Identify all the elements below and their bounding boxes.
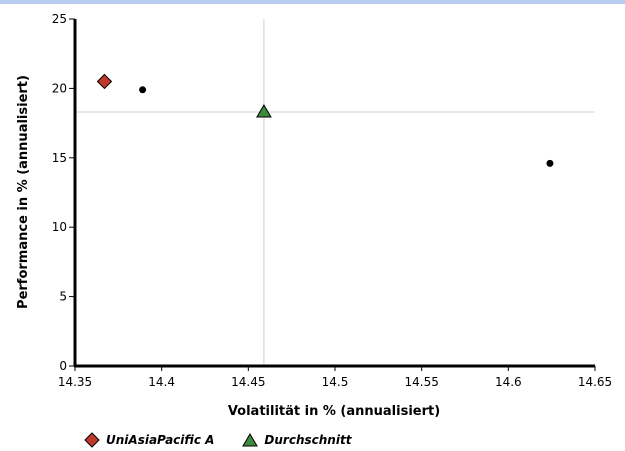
legend-item-fund: UniAsiaPacific A [84,432,214,448]
x-tick-label: 14.55 [404,375,438,389]
y-tick-label: 20 [52,81,67,95]
crosshair-lines [75,19,595,366]
data-points [96,73,554,167]
data-point-peer [139,86,147,94]
y-tick-label: 0 [59,359,67,373]
legend-label-fund: UniAsiaPacific A [106,433,215,447]
y-tick-label: 15 [52,151,67,165]
data-point-peer [546,159,554,167]
diamond-icon [84,432,100,448]
legend-item-average: Durchschnitt [242,432,351,448]
x-tick-label: 14.45 [231,375,265,389]
triangle-icon [242,433,259,447]
scatter-chart: 0 5 10 15 20 25 14.35 14.4 14.45 14.5 14.55 14.6 14.… [16,12,612,419]
legend-label-average: Durchschnitt [264,433,352,447]
data-point-fund [96,73,113,90]
x-tick-label: 14.6 [495,375,522,389]
y-tick-label: 5 [59,290,67,304]
x-tick-label: 14.5 [322,375,349,389]
y-tick-label: 25 [52,12,67,26]
x-tick-label: 14.4 [148,375,175,389]
legend: UniAsiaPacific A Durchschnitt [84,430,351,450]
y-axis-title: Performance in % (annualisiert) [16,75,31,309]
x-tick-label: 14.35 [58,375,92,389]
axes [69,18,596,371]
tick-labels: 0 5 10 15 20 25 14.35 14.4 14.45 14.5 14.55 14.6 14.… [52,12,612,389]
data-point-average [256,104,272,118]
top-rule [0,0,625,4]
x-axis-title: Volatilität in % (annualisiert) [228,404,440,419]
x-tick-label: 14.65 [578,375,612,389]
y-tick-label: 10 [52,220,67,234]
